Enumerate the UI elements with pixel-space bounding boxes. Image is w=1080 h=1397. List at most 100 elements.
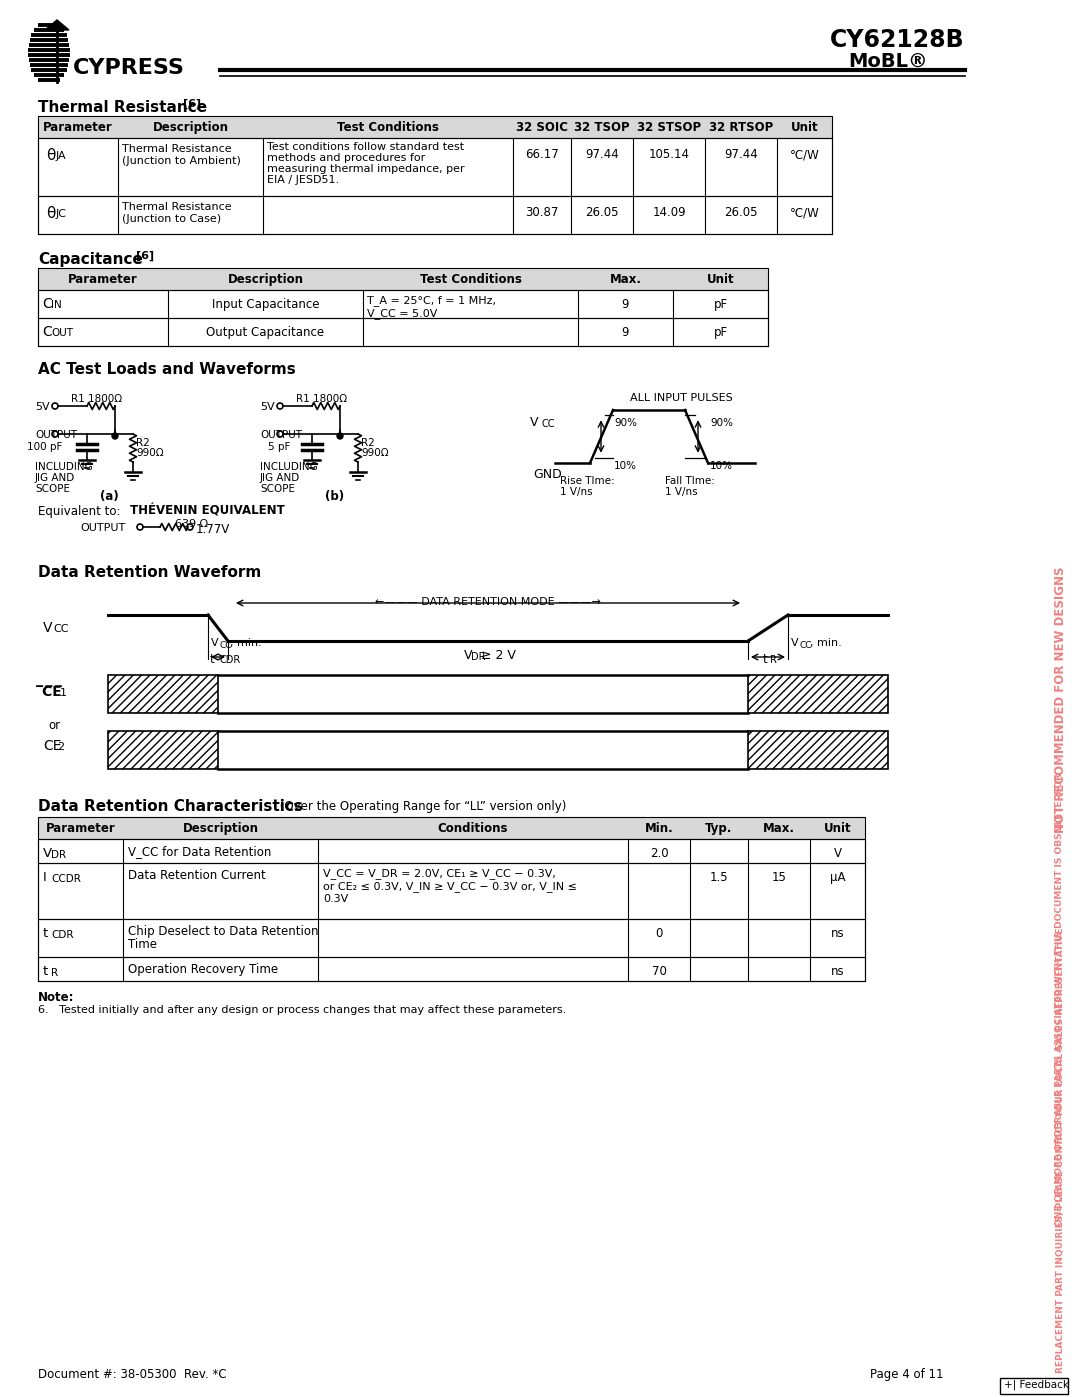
Text: 639 Ω: 639 Ω [175, 520, 208, 529]
Text: methods and procedures for: methods and procedures for [267, 154, 426, 163]
Text: 1 V/ns: 1 V/ns [561, 488, 593, 497]
Bar [38, 840, 865, 863]
Text: 5V: 5V [35, 402, 50, 412]
Text: SCOPE: SCOPE [260, 483, 295, 495]
Text: R1 1800Ω: R1 1800Ω [296, 394, 347, 404]
Text: OUT: OUT [51, 328, 73, 338]
Text: (Junction to Case): (Junction to Case) [122, 214, 221, 224]
Text: THÉVENIN EQUIVALENT: THÉVENIN EQUIVALENT [130, 504, 285, 518]
Bar [38, 319, 768, 346]
Text: CYPRESS: CYPRESS [73, 59, 185, 78]
Text: θ: θ [46, 205, 55, 221]
Text: θ: θ [46, 148, 55, 163]
Text: Data Retention Waveform: Data Retention Waveform [38, 564, 261, 580]
Text: V: V [530, 416, 539, 429]
Text: 0: 0 [656, 928, 663, 940]
Text: or CE₂ ≤ 0.3V, V_IN ≥ V_CC − 0.3V or, V_IN ≤: or CE₂ ≤ 0.3V, V_IN ≥ V_CC − 0.3V or, V_… [323, 882, 577, 891]
Text: Unit: Unit [706, 272, 734, 286]
Text: 1.77V: 1.77V [195, 522, 230, 536]
Text: GND: GND [534, 468, 562, 481]
Text: INCLUDING: INCLUDING [260, 462, 318, 472]
Text: 100 pF: 100 pF [27, 441, 63, 453]
Text: , min.: , min. [810, 638, 841, 648]
Text: 10%: 10% [710, 461, 733, 471]
Text: 32 STSOP: 32 STSOP [637, 122, 701, 134]
Text: 9: 9 [622, 326, 630, 339]
Text: Operation Recovery Time: Operation Recovery Time [129, 963, 279, 977]
Text: 5 pF: 5 pF [268, 441, 291, 453]
Text: JA: JA [56, 151, 67, 161]
Text: OUTPUT: OUTPUT [35, 430, 77, 440]
Circle shape [112, 433, 118, 439]
Text: (a): (a) [100, 490, 119, 503]
Text: Data Retention Characteristics: Data Retention Characteristics [38, 799, 302, 814]
Text: CDR: CDR [51, 930, 73, 940]
Text: 30.87: 30.87 [525, 205, 558, 219]
Text: Input Capacitance: Input Capacitance [212, 298, 320, 312]
Text: INCLUDING: INCLUDING [35, 462, 93, 472]
Text: 70: 70 [651, 965, 666, 978]
Text: V_CC = V_DR = 2.0V, CE₁ ≥ V_CC − 0.3V,: V_CC = V_DR = 2.0V, CE₁ ≥ V_CC − 0.3V, [323, 868, 556, 879]
Text: ←——— DATA RETENTION MODE ———→: ←——— DATA RETENTION MODE ———→ [375, 597, 600, 608]
Text: 105.14: 105.14 [648, 148, 689, 161]
Text: 97.44: 97.44 [585, 148, 619, 161]
Text: Max.: Max. [762, 821, 795, 835]
Text: Description: Description [183, 821, 258, 835]
Text: V_CC for Data Retention: V_CC for Data Retention [129, 845, 271, 858]
Text: Parameter: Parameter [43, 122, 113, 134]
Text: ns: ns [831, 965, 845, 978]
Text: Thermal Resistance: Thermal Resistance [38, 101, 207, 115]
Text: ̅C̅E̅: ̅C̅E̅ [43, 685, 63, 698]
Text: IN: IN [51, 300, 62, 310]
Text: REPLACEMENT PART INQUIRIES, PLEASE CONTACT YOUR LOCAL SALES REPRESENTATIVE: REPLACEMENT PART INQUIRIES, PLEASE CONTA… [1055, 928, 1065, 1373]
Text: R2: R2 [361, 439, 375, 448]
Text: AC Test Loads and Waveforms: AC Test Loads and Waveforms [38, 362, 296, 377]
Text: 15: 15 [771, 870, 786, 884]
Text: ALL INPUT PULSES: ALL INPUT PULSES [630, 393, 732, 402]
Text: Description: Description [228, 272, 303, 286]
Bar [1000, 1377, 1068, 1394]
Text: OUTPUT: OUTPUT [260, 430, 302, 440]
Text: (b): (b) [325, 490, 345, 503]
Text: CCDR: CCDR [51, 875, 81, 884]
Text: V: V [43, 622, 53, 636]
Text: Test Conditions: Test Conditions [337, 122, 438, 134]
Text: (Over the Operating Range for “LL” version only): (Over the Operating Range for “LL” versi… [276, 800, 566, 813]
Text: DR: DR [471, 652, 485, 662]
Text: V: V [463, 650, 472, 662]
Text: pF: pF [714, 326, 728, 339]
Bar [38, 268, 768, 291]
Text: 9: 9 [622, 298, 630, 312]
Text: t: t [210, 652, 215, 666]
Text: Unit: Unit [791, 122, 819, 134]
Bar [38, 138, 832, 196]
Text: °C/W: °C/W [789, 205, 820, 219]
Text: Fall TIme:: Fall TIme: [665, 476, 715, 486]
Bar [38, 116, 832, 138]
Text: Thermal Resistance: Thermal Resistance [122, 144, 231, 154]
Text: CY62128B: CY62128B [831, 28, 964, 52]
Text: or: or [48, 719, 60, 732]
Text: Min.: Min. [645, 821, 673, 835]
Bar [108, 675, 218, 712]
Text: Max.: Max. [609, 272, 642, 286]
Text: V: V [791, 638, 798, 648]
Text: CDR: CDR [219, 655, 240, 665]
Bar [748, 731, 888, 768]
Text: Conditions: Conditions [437, 821, 509, 835]
Text: °C/W: °C/W [789, 148, 820, 161]
Polygon shape [45, 20, 69, 29]
Text: 1.5: 1.5 [710, 870, 728, 884]
Text: Capacitance: Capacitance [38, 251, 143, 267]
Text: Chip Deselect to Data Retention: Chip Deselect to Data Retention [129, 925, 319, 937]
Text: 5V: 5V [260, 402, 274, 412]
Text: Thermal Resistance: Thermal Resistance [122, 203, 231, 212]
Text: MoBL®: MoBL® [848, 52, 928, 71]
Text: 26.05: 26.05 [585, 205, 619, 219]
Text: 26.05: 26.05 [725, 205, 758, 219]
Text: JIG AND: JIG AND [35, 474, 76, 483]
Bar [38, 196, 832, 235]
Text: Parameter: Parameter [68, 272, 138, 286]
Text: t: t [43, 928, 49, 940]
Text: 1: 1 [60, 687, 67, 698]
